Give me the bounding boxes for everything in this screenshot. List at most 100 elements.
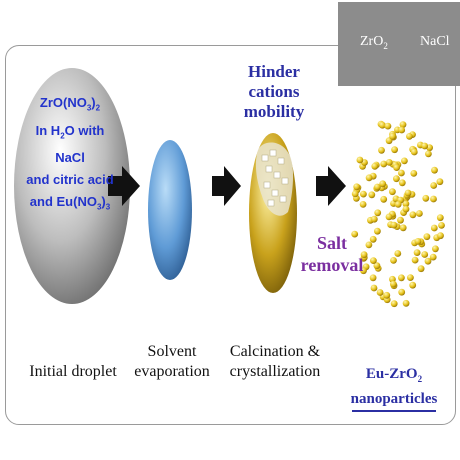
evaporated-droplet (148, 140, 192, 280)
nanoparticle (424, 233, 431, 240)
nanoparticle (353, 183, 360, 190)
nanoparticle (390, 257, 397, 264)
arrow-2-icon (212, 166, 241, 206)
initial-droplet-composition: ZrO(NO3)2 In H2O with NaCl and citric ac… (20, 92, 120, 219)
nanoparticle (425, 258, 432, 265)
solvent-line-2: evaporation (130, 362, 214, 382)
nanoparticle (411, 149, 418, 156)
nanoparticle (421, 251, 428, 258)
nanoparticle (418, 265, 425, 272)
nanoparticle (406, 133, 413, 140)
salt-line-1: Salt (300, 232, 364, 254)
step-label-initial-droplet: Initial droplet (14, 362, 132, 382)
arrow-3-icon (316, 166, 346, 206)
nanoparticle (391, 146, 398, 153)
nanoparticle (430, 196, 437, 203)
nanoparticle (410, 170, 417, 177)
nanoparticle (432, 245, 439, 252)
nanoparticle (385, 123, 392, 130)
nanoparticle (397, 217, 404, 224)
hinder-line-1: Hinder cations (222, 62, 326, 102)
nanoparticle (414, 249, 421, 256)
product-underline (352, 410, 436, 412)
nanoparticle (383, 292, 390, 299)
nanoparticle (430, 182, 437, 189)
legend-nacl-label: NaCl (420, 34, 450, 50)
nanoparticle (366, 174, 373, 181)
legend: ZrO2 NaCl (338, 2, 460, 86)
nanoparticle (380, 161, 387, 168)
calcined-particle (249, 133, 297, 293)
nanoparticle (371, 163, 378, 170)
nanoparticle (425, 151, 432, 158)
product-line-1: Eu-ZrO2 (346, 364, 442, 389)
nanoparticle (368, 191, 375, 198)
nanoparticle-cloud (351, 121, 445, 307)
salt-removal-annotation: Salt removal (300, 232, 364, 276)
nanoparticle (393, 164, 400, 171)
nanoparticle (407, 274, 414, 281)
nanoparticle (405, 190, 412, 197)
nanoparticle (352, 191, 359, 198)
nanoparticle (391, 300, 398, 307)
nanoparticle (398, 289, 405, 296)
nanoparticle (398, 127, 405, 134)
nanoparticle (371, 216, 378, 223)
solvent-line-1: Solvent (130, 342, 214, 362)
nanoparticle (394, 250, 401, 257)
nanoparticle (412, 257, 419, 264)
nanoparticle (371, 285, 378, 292)
nanoparticle (370, 274, 377, 281)
nanoparticle (370, 257, 377, 264)
nanoparticle (379, 180, 386, 187)
nanoparticle (438, 222, 445, 229)
salt-line-2: removal (300, 254, 364, 276)
nanoparticle (360, 201, 367, 208)
nanoparticle (437, 214, 444, 221)
step-label-solvent-evaporation: Solvent evaporation (130, 342, 214, 382)
composition-line-2: In H2O with NaCl (20, 120, 120, 170)
nanoparticle (393, 175, 400, 182)
hinder-line-2: mobility (222, 102, 326, 122)
nanoparticle (399, 179, 406, 186)
nanoparticle (410, 211, 417, 218)
nanoparticle (386, 214, 393, 221)
nanoparticle (431, 167, 438, 174)
nanoparticle (370, 236, 377, 243)
nanoparticle (416, 210, 423, 217)
nanoparticle (415, 238, 422, 245)
nanoparticle (401, 158, 408, 165)
composition-line-3: and citric acid (20, 169, 120, 191)
nanoparticle (357, 157, 364, 164)
nanoparticle (389, 188, 396, 195)
nanoparticle (421, 143, 428, 150)
nanoparticle (374, 209, 381, 216)
legend-zro2-label: ZrO2 (360, 34, 388, 51)
nanoparticle (400, 224, 407, 231)
calc-line-1: Calcination & (222, 342, 328, 362)
composition-line-4: and Eu(NO3)3 (20, 191, 120, 219)
nanoparticle (366, 242, 373, 249)
nanoparticle (409, 282, 416, 289)
nanoparticle (374, 228, 381, 235)
nanoparticle (380, 196, 387, 203)
nanoparticle (437, 232, 444, 239)
nanoparticle (398, 170, 405, 177)
nanoparticle (389, 133, 396, 140)
nanoparticle (391, 222, 398, 229)
nanoparticle (431, 225, 438, 232)
nanoparticle (378, 147, 385, 154)
product-line-2: nanoparticles (346, 389, 442, 409)
calc-line-2: crystallization (222, 362, 328, 382)
step-label-eu-zro2-nanoparticles: Eu-ZrO2 nanoparticles (346, 364, 442, 412)
nanoparticle (360, 191, 367, 198)
step-label-calcination: Calcination & crystallization (222, 342, 328, 382)
nanoparticle (390, 281, 397, 288)
nanoparticle (398, 274, 405, 281)
nanoparticle (403, 206, 410, 213)
nanoparticle (437, 178, 444, 185)
composition-line-1: ZrO(NO3)2 (20, 92, 120, 120)
nanoparticle (403, 300, 410, 307)
hinder-cations-annotation: Hinder cations mobility (222, 62, 326, 122)
nanoparticle (395, 201, 402, 208)
